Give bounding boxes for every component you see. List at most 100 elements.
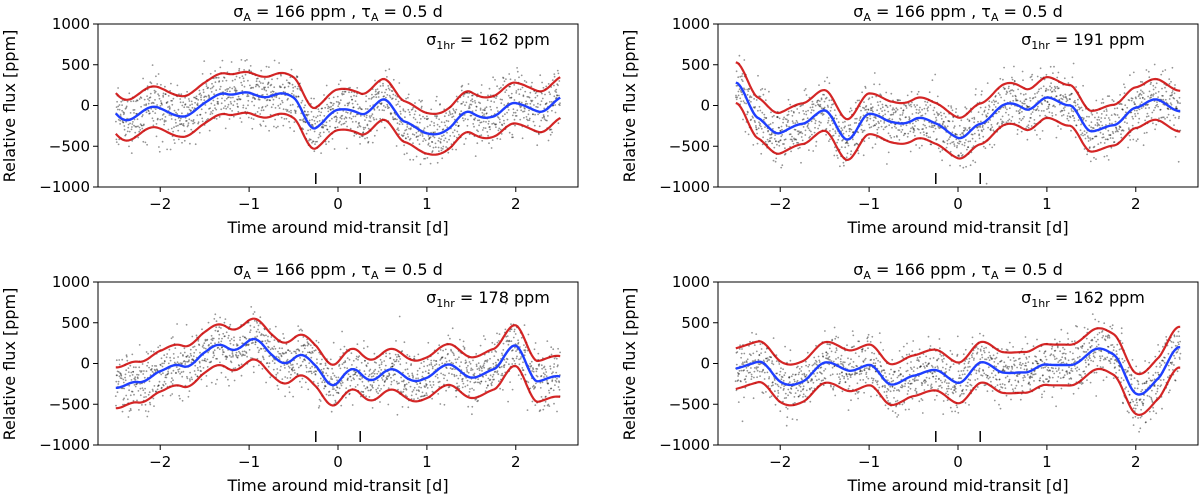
- sample-point: [1109, 134, 1112, 137]
- sample-point: [265, 99, 268, 102]
- sample-point: [190, 100, 193, 103]
- sample-point: [158, 94, 160, 97]
- sample-point: [543, 118, 546, 120]
- sample-point: [209, 72, 212, 75]
- upper-band-line: [115, 70, 561, 115]
- sample-point: [1042, 85, 1045, 88]
- sample-point: [160, 100, 162, 102]
- sample-point: [912, 131, 915, 134]
- sample-point: [432, 135, 434, 138]
- sample-point: [873, 72, 876, 74]
- plot-area: [735, 54, 1182, 185]
- sample-point: [212, 356, 214, 359]
- sample-point: [515, 115, 518, 117]
- sample-point: [379, 358, 382, 361]
- sample-point: [193, 370, 196, 372]
- sample-point: [300, 119, 302, 121]
- sample-point: [871, 109, 873, 112]
- sample-point: [822, 107, 825, 110]
- sample-point: [465, 366, 468, 369]
- sample-point: [137, 125, 139, 128]
- sample-point: [164, 116, 167, 118]
- sample-point: [1083, 148, 1086, 150]
- sample-point: [1175, 105, 1178, 108]
- sample-point: [554, 111, 557, 114]
- sample-point: [805, 94, 808, 96]
- sample-point: [778, 117, 781, 120]
- sample-point: [1073, 119, 1076, 122]
- sample-point: [257, 324, 260, 327]
- sample-point: [467, 96, 470, 98]
- sample-point: [1026, 105, 1029, 108]
- sample-point: [926, 109, 929, 112]
- sample-point: [917, 112, 920, 115]
- sample-point: [212, 337, 215, 340]
- sample-point: [453, 129, 456, 132]
- sample-point: [496, 332, 498, 335]
- sample-point: [865, 108, 868, 111]
- sample-point: [1118, 128, 1121, 130]
- sample-point: [956, 142, 959, 144]
- sample-point: [440, 372, 442, 375]
- sample-point: [430, 120, 433, 123]
- sample-point: [384, 69, 387, 72]
- sample-point: [1119, 126, 1121, 129]
- sample-point: [746, 93, 749, 96]
- sample-point: [194, 364, 197, 367]
- sample-point: [231, 351, 234, 353]
- sample-point: [170, 381, 173, 383]
- sample-point: [1081, 132, 1084, 135]
- sample-point: [322, 126, 325, 128]
- sample-point: [1115, 128, 1118, 130]
- sample-point: [806, 124, 809, 127]
- sample-point: [172, 353, 175, 355]
- sample-point: [395, 98, 397, 101]
- sample-point: [320, 111, 323, 114]
- sample-point: [363, 115, 366, 117]
- sample-point: [496, 370, 499, 372]
- sample-point: [475, 105, 478, 108]
- sample-point: [341, 92, 343, 95]
- sample-point: [238, 364, 241, 367]
- sample-point: [216, 97, 219, 100]
- sample-point: [164, 85, 166, 88]
- sample-point: [939, 150, 942, 153]
- sample-point: [281, 99, 283, 102]
- sample-point: [1027, 126, 1030, 129]
- sample-point: [762, 93, 765, 96]
- sample-point: [1021, 102, 1023, 104]
- sample-point: [863, 129, 866, 132]
- sample-point: [750, 118, 753, 121]
- sample-point: [1103, 142, 1106, 144]
- sample-point: [887, 151, 890, 154]
- sample-point: [1108, 119, 1111, 121]
- sample-point: [978, 137, 981, 140]
- sample-point: [236, 98, 238, 101]
- sample-point: [514, 362, 517, 365]
- sample-point: [240, 363, 243, 366]
- sample-point: [520, 74, 523, 77]
- sample-point: [162, 94, 164, 97]
- sample-point: [926, 101, 929, 104]
- sample-point: [534, 404, 537, 406]
- sample-point: [515, 90, 518, 92]
- sample-point: [490, 108, 492, 111]
- sample-point: [161, 114, 164, 116]
- sample-point: [1141, 81, 1144, 83]
- sample-point: [167, 106, 169, 108]
- sample-point: [344, 104, 346, 107]
- x-tick-label: 1: [1042, 195, 1052, 213]
- sample-point: [1061, 114, 1063, 117]
- sample-point: [121, 358, 124, 361]
- sample-point: [502, 84, 504, 86]
- sample-point: [426, 387, 429, 389]
- sample-point: [229, 342, 232, 345]
- sample-point: [331, 378, 334, 381]
- sample-point: [453, 135, 456, 138]
- sample-point: [955, 111, 957, 114]
- sample-point: [307, 110, 309, 113]
- sample-point: [162, 384, 165, 387]
- sample-point: [1139, 97, 1141, 100]
- sample-point: [121, 410, 124, 413]
- sample-point: [1024, 98, 1027, 101]
